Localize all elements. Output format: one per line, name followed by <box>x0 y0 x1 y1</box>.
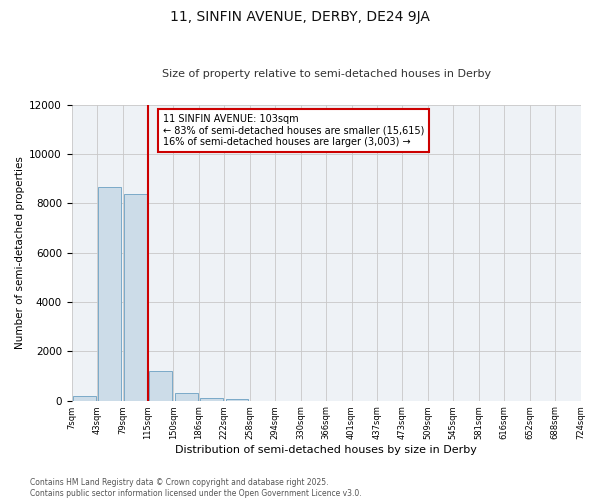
Bar <box>73 396 96 400</box>
Text: 11 SINFIN AVENUE: 103sqm
← 83% of semi-detached houses are smaller (15,615)
16% : 11 SINFIN AVENUE: 103sqm ← 83% of semi-d… <box>163 114 425 147</box>
X-axis label: Distribution of semi-detached houses by size in Derby: Distribution of semi-detached houses by … <box>175 445 477 455</box>
Bar <box>175 392 197 400</box>
Text: Contains HM Land Registry data © Crown copyright and database right 2025.
Contai: Contains HM Land Registry data © Crown c… <box>30 478 362 498</box>
Bar <box>124 194 146 400</box>
Bar <box>98 188 121 400</box>
Y-axis label: Number of semi-detached properties: Number of semi-detached properties <box>15 156 25 349</box>
Title: Size of property relative to semi-detached houses in Derby: Size of property relative to semi-detach… <box>161 69 491 79</box>
Bar <box>200 398 223 400</box>
Bar <box>149 371 172 400</box>
Text: 11, SINFIN AVENUE, DERBY, DE24 9JA: 11, SINFIN AVENUE, DERBY, DE24 9JA <box>170 10 430 24</box>
